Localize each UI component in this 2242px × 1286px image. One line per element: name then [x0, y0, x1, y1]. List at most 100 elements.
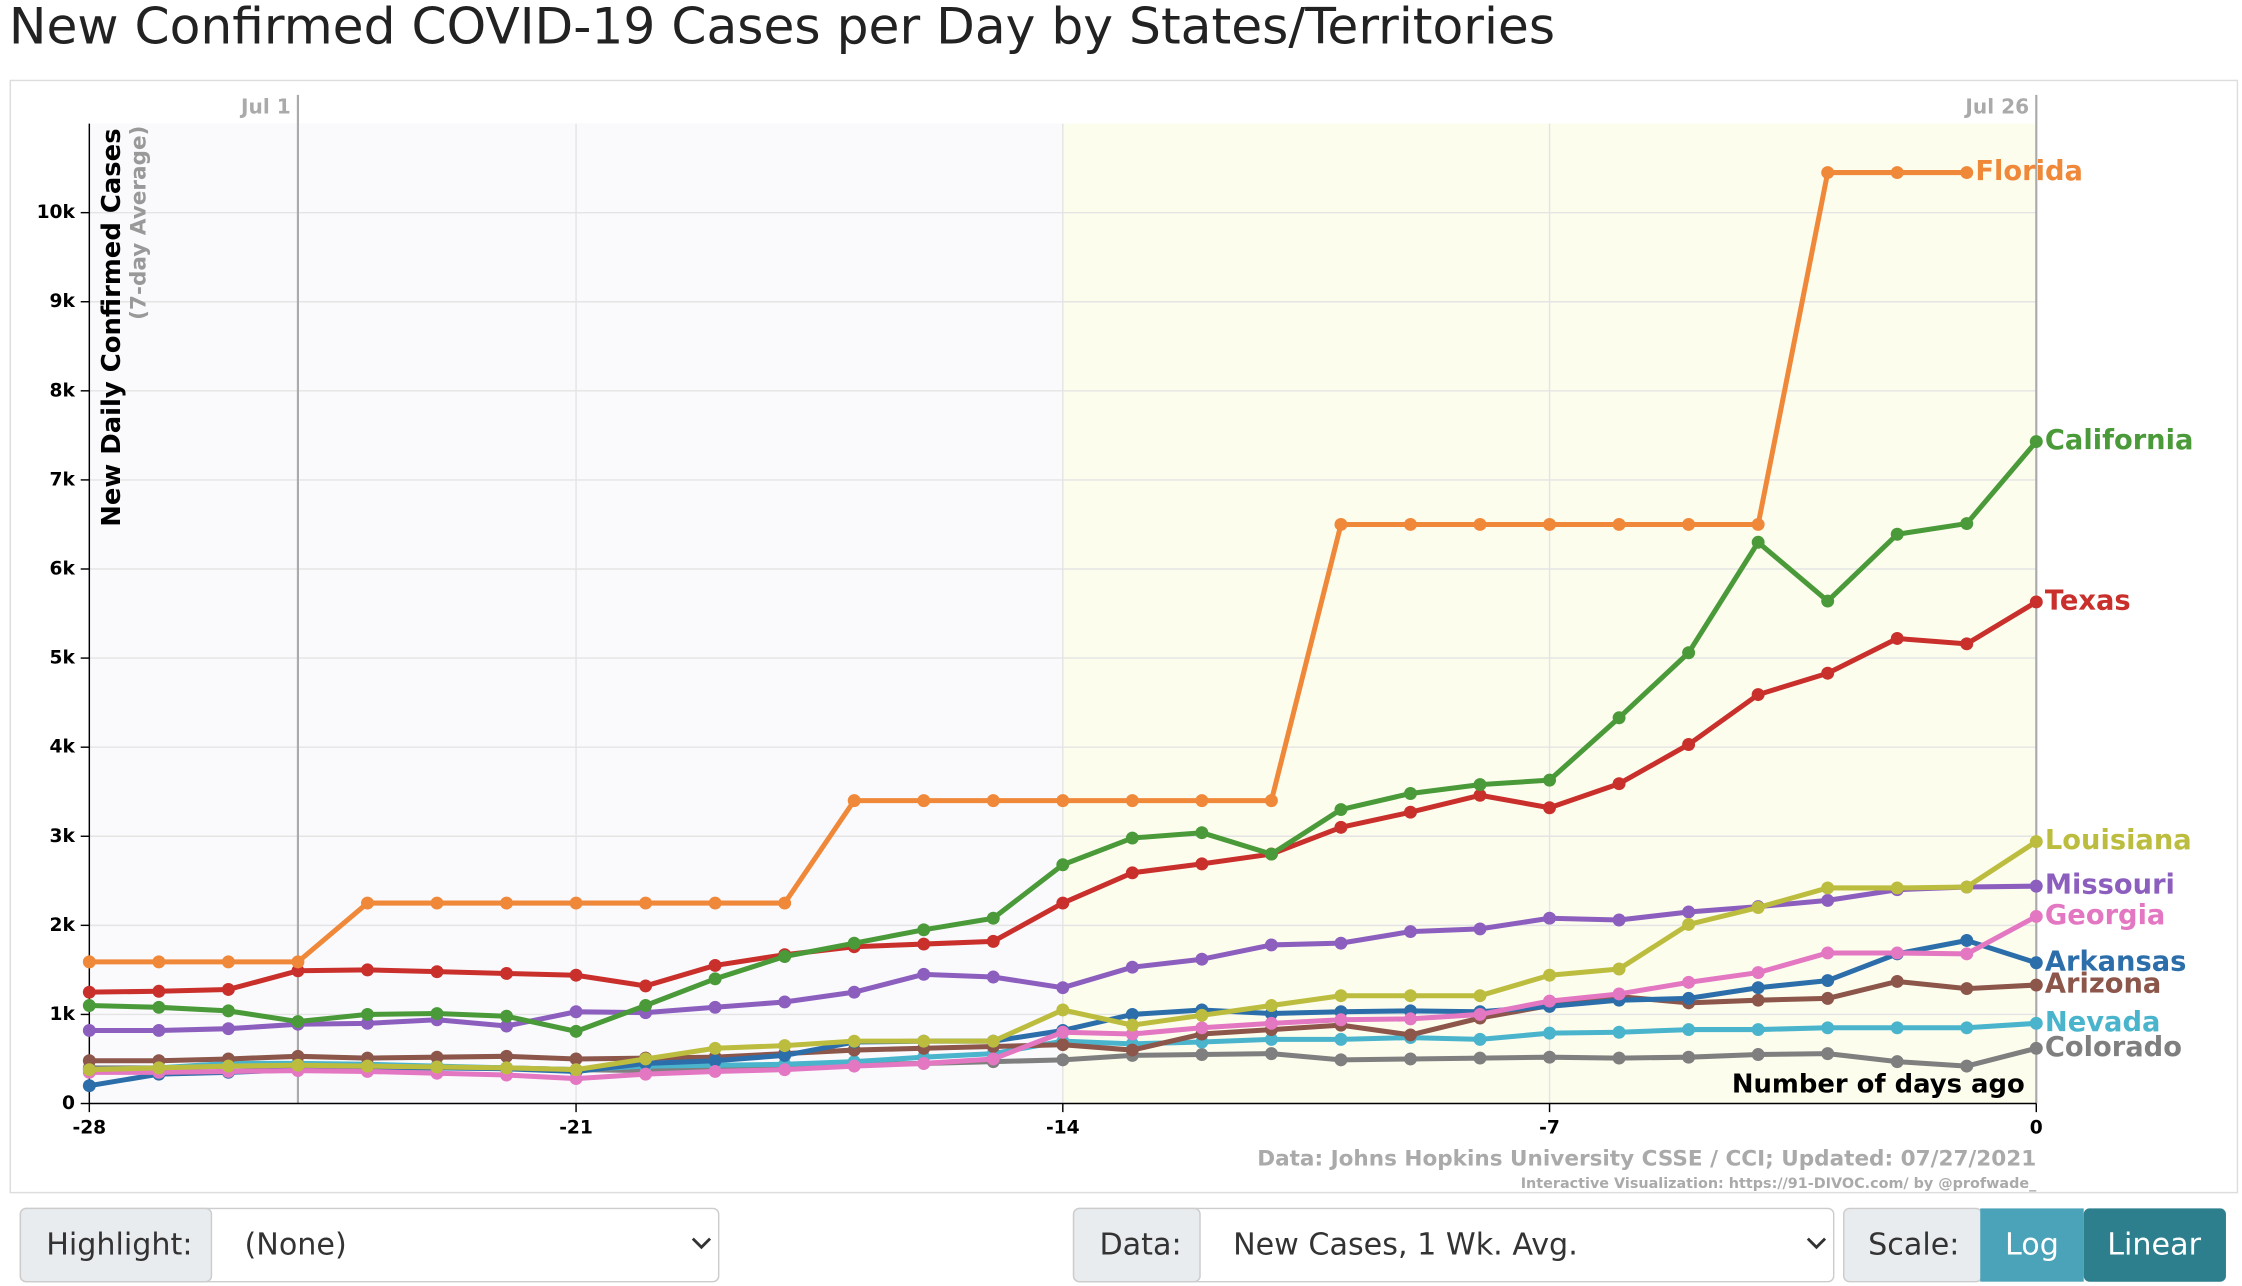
x-tick-label: 0 [2030, 1117, 2043, 1138]
data-point [152, 1061, 166, 1075]
data-point [1682, 1023, 1696, 1037]
data-point [430, 1050, 444, 1064]
data-point [1473, 517, 1487, 531]
data-point [2029, 1041, 2043, 1055]
data-point [291, 964, 305, 978]
data-point [847, 936, 861, 950]
data-point [1543, 801, 1557, 815]
data-point [1821, 666, 1835, 680]
data-point [82, 999, 96, 1012]
data-point [1404, 1052, 1417, 1066]
data-point [1473, 922, 1487, 936]
data-point [1125, 1043, 1139, 1057]
series-label: Florida [1975, 156, 2083, 187]
data-point [847, 1034, 861, 1048]
data-point [152, 1024, 166, 1037]
data-point [1056, 858, 1070, 872]
data-point [291, 1058, 305, 1072]
data-point [1543, 517, 1557, 531]
scale-log-button[interactable] [1980, 1208, 2084, 1282]
data-point [708, 958, 722, 972]
data-point [1890, 527, 1904, 541]
data-point [1890, 166, 1904, 180]
data-point [708, 972, 722, 986]
data-point [847, 1059, 861, 1073]
data-point [1404, 1012, 1417, 1026]
data-point [1751, 1048, 1765, 1061]
scale-log-text: Log [2005, 1227, 2059, 1262]
data-point [1890, 881, 1904, 895]
x-axis-label: Number of days ago [1732, 1069, 2025, 1099]
data-point [2029, 879, 2043, 893]
y-tick-label: 9k [50, 291, 76, 312]
data-point [1890, 946, 1904, 960]
data-label: Data: [1099, 1227, 1181, 1262]
data-point [2029, 435, 2043, 449]
data-point [917, 967, 931, 981]
series-label: Arizona [2045, 969, 2161, 1000]
data-point [1612, 711, 1626, 725]
data-point [1682, 905, 1696, 919]
data-point [639, 979, 653, 993]
y-tick-label: 8k [50, 380, 76, 401]
y-axis-sublabel: (7-day Average) [127, 126, 152, 320]
page-title: New Confirmed COVID-19 Cases per Day by … [9, 0, 1555, 56]
data-point [639, 999, 653, 1012]
y-tick-label: 10k [37, 202, 76, 223]
data-point [1960, 1021, 1974, 1035]
data-point [1821, 893, 1835, 907]
data-point [847, 794, 861, 808]
data-point [1682, 991, 1696, 1005]
data-point [1125, 1018, 1139, 1032]
data-point [569, 968, 583, 982]
data-point [569, 1072, 583, 1086]
data-point [1682, 517, 1696, 531]
data-point [1473, 788, 1487, 802]
data-point [2029, 595, 2043, 609]
data-point [500, 1049, 513, 1063]
data-point [778, 1039, 792, 1053]
data-point [430, 1060, 444, 1074]
y-tick-label: 0 [62, 1093, 75, 1114]
data-point [1960, 166, 1974, 180]
data-point [291, 1015, 305, 1029]
data-point [708, 1054, 722, 1068]
data-point [1056, 1038, 1070, 1052]
data-point [917, 937, 931, 951]
data-point [639, 896, 653, 910]
highlight-addon [19, 1207, 213, 1283]
data-point [1056, 794, 1070, 808]
series-label: Louisiana [2045, 825, 2192, 856]
data-point [152, 1000, 166, 1014]
data-point [708, 1041, 722, 1055]
data-point [1264, 1032, 1278, 1046]
data-point [569, 896, 583, 910]
data-point [778, 1048, 792, 1062]
data-point [1195, 794, 1209, 808]
data-point [1125, 960, 1139, 974]
data-point [1264, 1016, 1278, 1030]
data-point [1195, 1048, 1209, 1061]
data-point [1751, 535, 1765, 549]
data-point [778, 950, 792, 963]
scale-linear-button[interactable] [2083, 1208, 2226, 1282]
data-point [1334, 936, 1348, 950]
data-point [82, 1024, 96, 1037]
data-point [917, 1056, 931, 1070]
data-point [1682, 975, 1696, 989]
data-point [1334, 1013, 1348, 1027]
series-line [89, 170, 1967, 965]
data-point [1543, 1050, 1557, 1064]
data-point [82, 955, 96, 969]
data-point [986, 794, 1000, 808]
data-point [360, 1059, 374, 1073]
data-point [1612, 1051, 1626, 1065]
data-point [569, 1052, 583, 1066]
x-tick-label: -21 [559, 1117, 593, 1138]
data-point [1334, 1032, 1348, 1046]
data-point [778, 896, 792, 910]
data-point [847, 985, 861, 999]
highlight-value: (None) [245, 1227, 347, 1262]
data-point [1612, 913, 1626, 927]
